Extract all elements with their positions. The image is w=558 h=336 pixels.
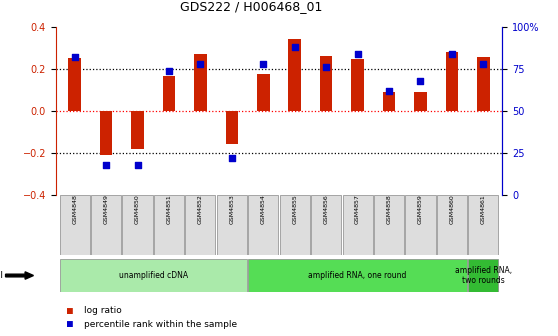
Bar xyxy=(320,56,333,111)
Bar xyxy=(383,92,395,111)
Text: GSM4852: GSM4852 xyxy=(198,194,203,224)
Text: GSM4858: GSM4858 xyxy=(387,194,392,224)
Point xyxy=(70,54,79,60)
Text: percentile rank within the sample: percentile rank within the sample xyxy=(84,320,237,329)
Point xyxy=(322,65,331,70)
Bar xyxy=(405,195,436,255)
Text: ■: ■ xyxy=(67,319,73,329)
Bar xyxy=(185,195,215,255)
Text: GDS222 / H006468_01: GDS222 / H006468_01 xyxy=(180,0,323,13)
Bar xyxy=(446,52,458,111)
Bar xyxy=(122,195,153,255)
Point xyxy=(227,155,236,161)
Text: protocol: protocol xyxy=(0,271,3,280)
Point xyxy=(290,44,299,50)
Bar xyxy=(248,259,467,292)
Bar xyxy=(194,54,206,111)
Bar xyxy=(257,74,270,111)
Text: unamplified cDNA: unamplified cDNA xyxy=(119,271,188,280)
Bar xyxy=(280,195,310,255)
Bar xyxy=(343,195,373,255)
Bar xyxy=(248,195,278,255)
Point xyxy=(165,68,174,73)
Bar xyxy=(414,92,427,111)
Bar xyxy=(60,195,90,255)
Text: ■: ■ xyxy=(67,306,73,316)
Text: GSM4848: GSM4848 xyxy=(72,194,77,224)
Bar xyxy=(311,195,341,255)
Bar xyxy=(60,259,247,292)
Bar xyxy=(163,76,175,111)
Bar xyxy=(468,195,498,255)
Text: GSM4855: GSM4855 xyxy=(292,194,297,224)
Bar xyxy=(154,195,184,255)
Point xyxy=(384,88,393,93)
Point xyxy=(416,78,425,83)
Text: log ratio: log ratio xyxy=(84,306,122,315)
Text: GSM4861: GSM4861 xyxy=(481,194,486,224)
Bar xyxy=(69,58,81,111)
Bar xyxy=(352,59,364,111)
Text: GSM4853: GSM4853 xyxy=(229,194,234,224)
Bar xyxy=(217,195,247,255)
Bar xyxy=(374,195,404,255)
Bar xyxy=(225,111,238,144)
Bar xyxy=(468,259,498,292)
Text: GSM4859: GSM4859 xyxy=(418,194,423,224)
Point xyxy=(353,51,362,56)
Bar xyxy=(477,57,489,111)
Bar xyxy=(100,111,112,155)
Bar xyxy=(437,195,467,255)
Point xyxy=(479,61,488,67)
Text: GSM4854: GSM4854 xyxy=(261,194,266,224)
Point xyxy=(133,162,142,167)
Point xyxy=(259,61,268,67)
Text: GSM4850: GSM4850 xyxy=(135,194,140,224)
Bar xyxy=(131,111,144,149)
Point xyxy=(448,51,456,56)
Text: GSM4851: GSM4851 xyxy=(166,194,171,224)
Point xyxy=(196,61,205,67)
Bar xyxy=(91,195,121,255)
Text: GSM4860: GSM4860 xyxy=(449,194,454,224)
Bar xyxy=(288,40,301,111)
Text: GSM4857: GSM4857 xyxy=(355,194,360,224)
Text: amplified RNA,
two rounds: amplified RNA, two rounds xyxy=(455,266,512,285)
Text: GSM4856: GSM4856 xyxy=(324,194,329,224)
Text: amplified RNA, one round: amplified RNA, one round xyxy=(309,271,407,280)
Point xyxy=(102,162,110,167)
Text: GSM4849: GSM4849 xyxy=(104,194,109,224)
